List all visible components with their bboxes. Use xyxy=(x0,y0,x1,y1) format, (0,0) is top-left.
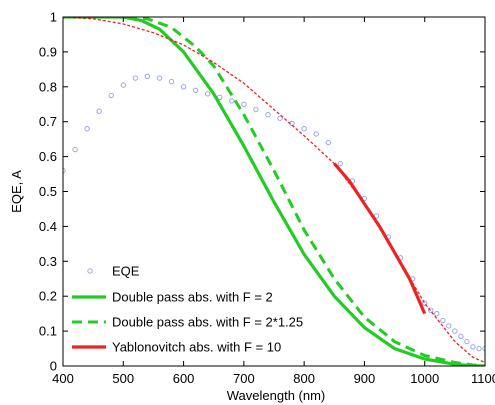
series-line-4 xyxy=(333,162,427,315)
legend-label: EQE xyxy=(112,264,140,279)
eqe-data-point xyxy=(434,310,440,317)
legend-label: Double pass abs. with F = 2 xyxy=(112,290,273,305)
eqe-data-point xyxy=(241,101,247,108)
legend-entry: Yablonovitch abs. with F = 10 xyxy=(72,340,281,355)
y-tick-label: 0.6 xyxy=(39,149,57,164)
legend-marker xyxy=(87,268,93,274)
eqe-data-point xyxy=(337,160,343,167)
eqe-data-point xyxy=(458,333,464,339)
eqe-data-point xyxy=(464,338,470,345)
eqe-data-point xyxy=(156,75,163,81)
eqe-data-point xyxy=(72,146,78,153)
eqe-data-point xyxy=(428,307,434,313)
eqe-data-point xyxy=(132,75,139,81)
eqe-data-point xyxy=(253,106,259,113)
eqe-data-point xyxy=(144,73,151,80)
y-tick-label: 0.4 xyxy=(39,219,57,234)
legend-entry: Double pass abs. with F = 2*1.25 xyxy=(72,315,303,330)
eqe-data-point xyxy=(452,328,458,334)
x-tick-label: 1000 xyxy=(410,371,439,386)
x-tick-label: 700 xyxy=(233,371,255,386)
x-tick-label: 500 xyxy=(112,371,134,386)
eqe-data-point xyxy=(422,300,428,306)
eqe-data-point xyxy=(84,126,90,132)
eqe-data-point xyxy=(108,92,114,99)
eqe-data-point xyxy=(440,317,446,324)
legend-label: Yablonovitch abs. with F = 10 xyxy=(112,340,281,355)
x-tick-label: 800 xyxy=(293,371,315,386)
eqe-data-point xyxy=(476,345,482,352)
eqe-data-point xyxy=(205,91,211,97)
series-line-2 xyxy=(63,17,485,366)
x-axis-title: Wavelength (nm) xyxy=(227,388,326,403)
y-tick-label: 0.7 xyxy=(39,114,57,129)
y-tick-label: 0.9 xyxy=(39,44,57,59)
y-tick-label: 0.8 xyxy=(39,79,57,94)
x-tick-label: 600 xyxy=(173,371,195,386)
eqe-data-point xyxy=(96,108,102,114)
x-tick-label: 900 xyxy=(354,371,376,386)
eqe-data-point xyxy=(180,84,187,90)
y-tick-label: 0.5 xyxy=(39,184,57,199)
eqe-data-point xyxy=(265,112,271,118)
legend-entry: EQE xyxy=(87,264,140,279)
eqe-data-point xyxy=(192,87,199,94)
series-line-3 xyxy=(63,17,485,364)
legend-label: Double pass abs. with F = 2*1.25 xyxy=(112,315,303,330)
y-tick-label: 0.2 xyxy=(39,289,57,304)
eqe-data-point xyxy=(313,131,319,137)
eqe-data-point xyxy=(277,115,283,121)
eqe-data-point xyxy=(168,78,175,85)
eqe-data-point xyxy=(325,139,331,146)
y-tick-label: 1 xyxy=(50,10,57,25)
y-axis-title: EQE, A xyxy=(9,170,24,213)
eqe-data-point xyxy=(446,323,452,329)
y-tick-label: 0.1 xyxy=(39,324,57,339)
eqe-data-point xyxy=(120,82,127,88)
eqe-data-point xyxy=(229,98,235,104)
legend: EQE Double pass abs. with F = 2 Double pas… xyxy=(72,264,303,355)
x-tick-label: 400 xyxy=(52,371,74,386)
y-tick-label: 0.3 xyxy=(39,254,57,269)
y-tick-label: 0 xyxy=(50,359,57,374)
eqe-data-point xyxy=(301,126,307,132)
legend-entry: Double pass abs. with F = 2 xyxy=(72,290,273,305)
eqe-data-point xyxy=(470,344,476,350)
plot-area xyxy=(63,17,485,366)
eqe-data-point xyxy=(63,167,66,174)
